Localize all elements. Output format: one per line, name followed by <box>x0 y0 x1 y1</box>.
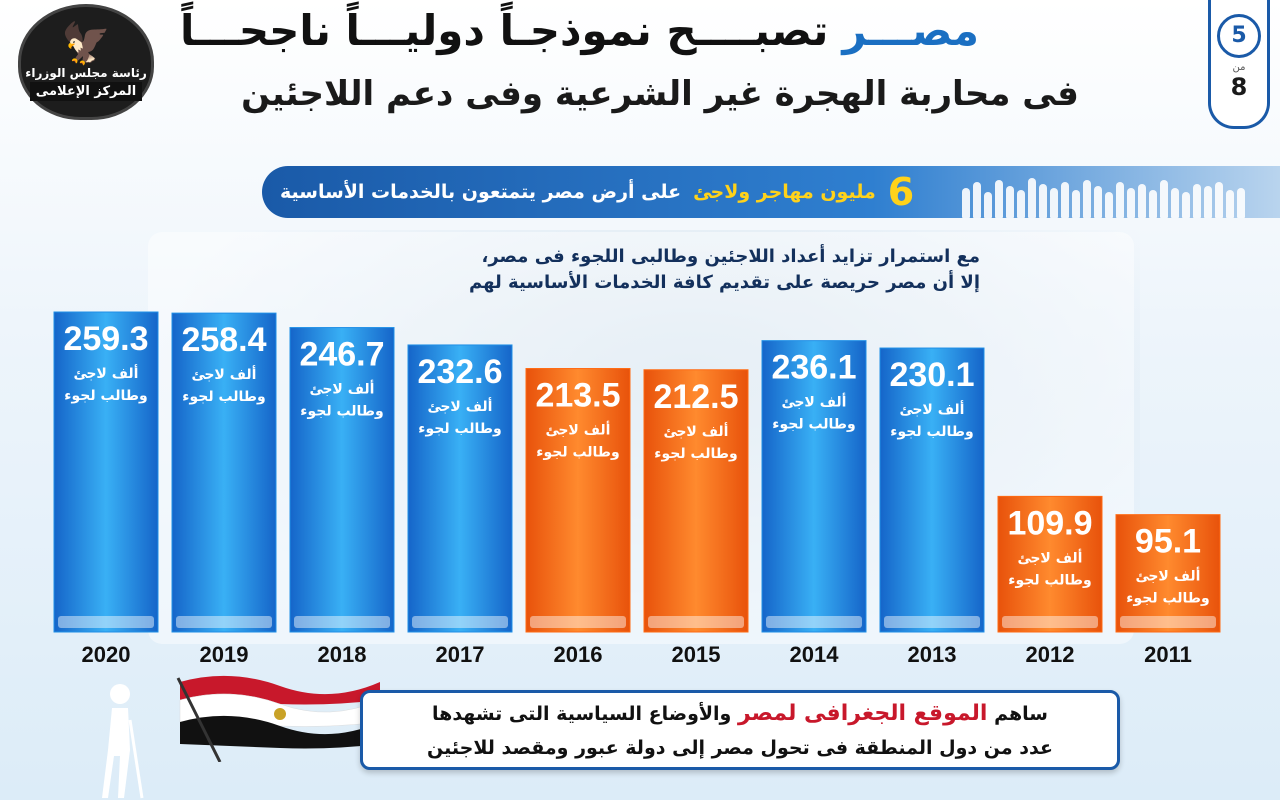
page-indicator: 5 من 8 <box>1208 0 1270 129</box>
page-title: مصـــر تصبــــح نموذجـاً دوليـــاً ناجحـ… <box>180 0 1190 60</box>
banner-text: 6 مليون مهاجر ولاجئ على أرض مصر يتمتعون … <box>280 166 920 218</box>
bar-unit-line-1: ألف لاجئ <box>310 380 375 398</box>
page-total: 8 <box>1230 73 1248 101</box>
bar-2011 <box>1115 514 1221 633</box>
bar-2020 <box>53 311 159 633</box>
chart-caption-line-2: إلا أن مصر حريصة على تقديم كافة الخدمات … <box>469 272 980 293</box>
bar-unit-line-2: وطالب لجوء <box>418 421 501 437</box>
bar-value-label: 236.1 <box>771 349 856 387</box>
bar-people-icon <box>412 616 508 628</box>
bar-value-label: 109.9 <box>1007 504 1092 542</box>
bar-people-icon <box>1002 616 1098 628</box>
footer-post: والأوضاع السياسية التى تشهدها <box>432 703 732 725</box>
headline-banner: 6 مليون مهاجر ولاجئ على أرض مصر يتمتعون … <box>262 166 1280 218</box>
bar-people-icon <box>176 616 272 628</box>
bar-unit-line-1: ألف لاجئ <box>1018 548 1083 566</box>
bar-value-label: 232.6 <box>417 353 502 391</box>
logo-text-bottom: المركز الإعلامى <box>29 81 143 101</box>
bar-unit-line-2: وطالب لجوء <box>300 404 383 420</box>
bar-people-icon <box>884 616 980 628</box>
bar-unit-line-2: وطالب لجوء <box>890 424 973 440</box>
egypt-flag-icon <box>176 675 381 762</box>
bar-unit-line-2: وطالب لجوء <box>1126 591 1209 607</box>
year-tick-label: 2015 <box>672 642 721 667</box>
bar-unit-line-1: ألف لاجئ <box>782 393 847 411</box>
bar-value-label: 212.5 <box>653 378 738 416</box>
footer-pre: ساهم <box>994 703 1048 725</box>
migrants-silhouette-icon <box>962 166 1262 218</box>
bar-value-label: 258.4 <box>181 321 266 359</box>
bar-unit-line-1: ألف لاجئ <box>900 400 965 418</box>
bar-unit-line-1: ألف لاجئ <box>74 364 139 382</box>
bar-unit-line-1: ألف لاجئ <box>1136 567 1201 585</box>
year-tick-label: 2014 <box>790 642 840 667</box>
year-tick-label: 2013 <box>908 642 957 667</box>
chart-caption: مع استمرار تزايد أعداد اللاجئين وطالبى ا… <box>260 244 980 304</box>
bar-people-icon <box>1120 616 1216 628</box>
page-of-label: من <box>1232 62 1246 73</box>
page-current: 5 <box>1217 14 1261 58</box>
cabinet-logo: 🦅 رئاسة مجلس الوزراء المركز الإعلامى <box>18 4 154 120</box>
bar-2019 <box>171 312 277 633</box>
chart-caption-line-1: مع استمرار تزايد أعداد اللاجئين وطالبى ا… <box>481 246 980 267</box>
bar-unit-line-2: وطالب لجوء <box>536 445 619 461</box>
bar-value-label: 230.1 <box>889 356 974 394</box>
bar-people-icon <box>530 616 626 628</box>
bar-2013 <box>879 347 985 633</box>
bar-value-label: 95.1 <box>1135 523 1201 561</box>
banner-number: 6 <box>887 170 915 214</box>
bar-unit-line-2: وطالب لجوء <box>654 446 737 462</box>
bar-people-icon <box>294 616 390 628</box>
bar-unit-line-2: وطالب لجوء <box>1008 572 1091 588</box>
year-tick-label: 2011 <box>1144 642 1192 667</box>
year-tick-label: 2016 <box>554 642 603 667</box>
bar-unit-line-1: ألف لاجئ <box>192 365 257 383</box>
bar-unit-line-2: وطالب لجوء <box>64 388 147 404</box>
walking-person-icon <box>102 684 144 799</box>
title-egypt-word: مصـــر <box>842 5 979 55</box>
year-tick-label: 2019 <box>200 642 249 667</box>
bar-unit-line-1: ألف لاجئ <box>546 421 611 439</box>
bar-people-icon <box>58 616 154 628</box>
banner-white-text: على أرض مصر يتمتعون بالخدمات الأساسية <box>280 181 682 203</box>
footer-highlight: الموقع الجغرافى لمصر <box>738 701 988 726</box>
title-rest: تصبــــح نموذجـاً دوليـــاً ناجحـــاً <box>180 5 829 55</box>
bar-unit-line-2: وطالب لجوء <box>772 417 855 433</box>
bar-people-icon <box>648 616 744 628</box>
bar-2017 <box>407 344 513 633</box>
eagle-emblem-icon: 🦅 <box>61 20 111 67</box>
bar-2012 <box>997 495 1103 633</box>
bar-value-label: 213.5 <box>535 377 620 415</box>
year-tick-label: 2012 <box>1026 642 1075 667</box>
bar-value-label: 246.7 <box>299 336 384 374</box>
footer-line-2: عدد من دول المنطقة فى تحول مصر إلى دولة … <box>427 737 1053 759</box>
year-tick-label: 2018 <box>318 642 367 667</box>
bar-2018 <box>289 327 395 633</box>
bar-2016 <box>525 368 631 633</box>
bar-people-icon <box>766 616 862 628</box>
bar-unit-line-1: ألف لاجئ <box>664 422 729 440</box>
year-tick-label: 2017 <box>436 642 485 667</box>
bar-2014 <box>761 340 867 633</box>
page-subtitle: فى محاربة الهجرة غير الشرعية وفى دعم الل… <box>241 74 1079 114</box>
logo-text-top: رئاسة مجلس الوزراء <box>25 65 147 80</box>
banner-yellow-text: مليون مهاجر ولاجئ <box>693 181 876 203</box>
bar-value-label: 259.3 <box>63 320 148 358</box>
bar-unit-line-1: ألف لاجئ <box>428 397 493 415</box>
bar-unit-line-2: وطالب لجوء <box>182 389 265 405</box>
footer-note: ساهم الموقع الجغرافى لمصر والأوضاع السيا… <box>360 690 1120 770</box>
year-tick-label: 2020 <box>82 642 131 667</box>
bar-2015 <box>643 369 749 633</box>
footer-line-1: ساهم الموقع الجغرافى لمصر والأوضاع السيا… <box>363 697 1117 731</box>
